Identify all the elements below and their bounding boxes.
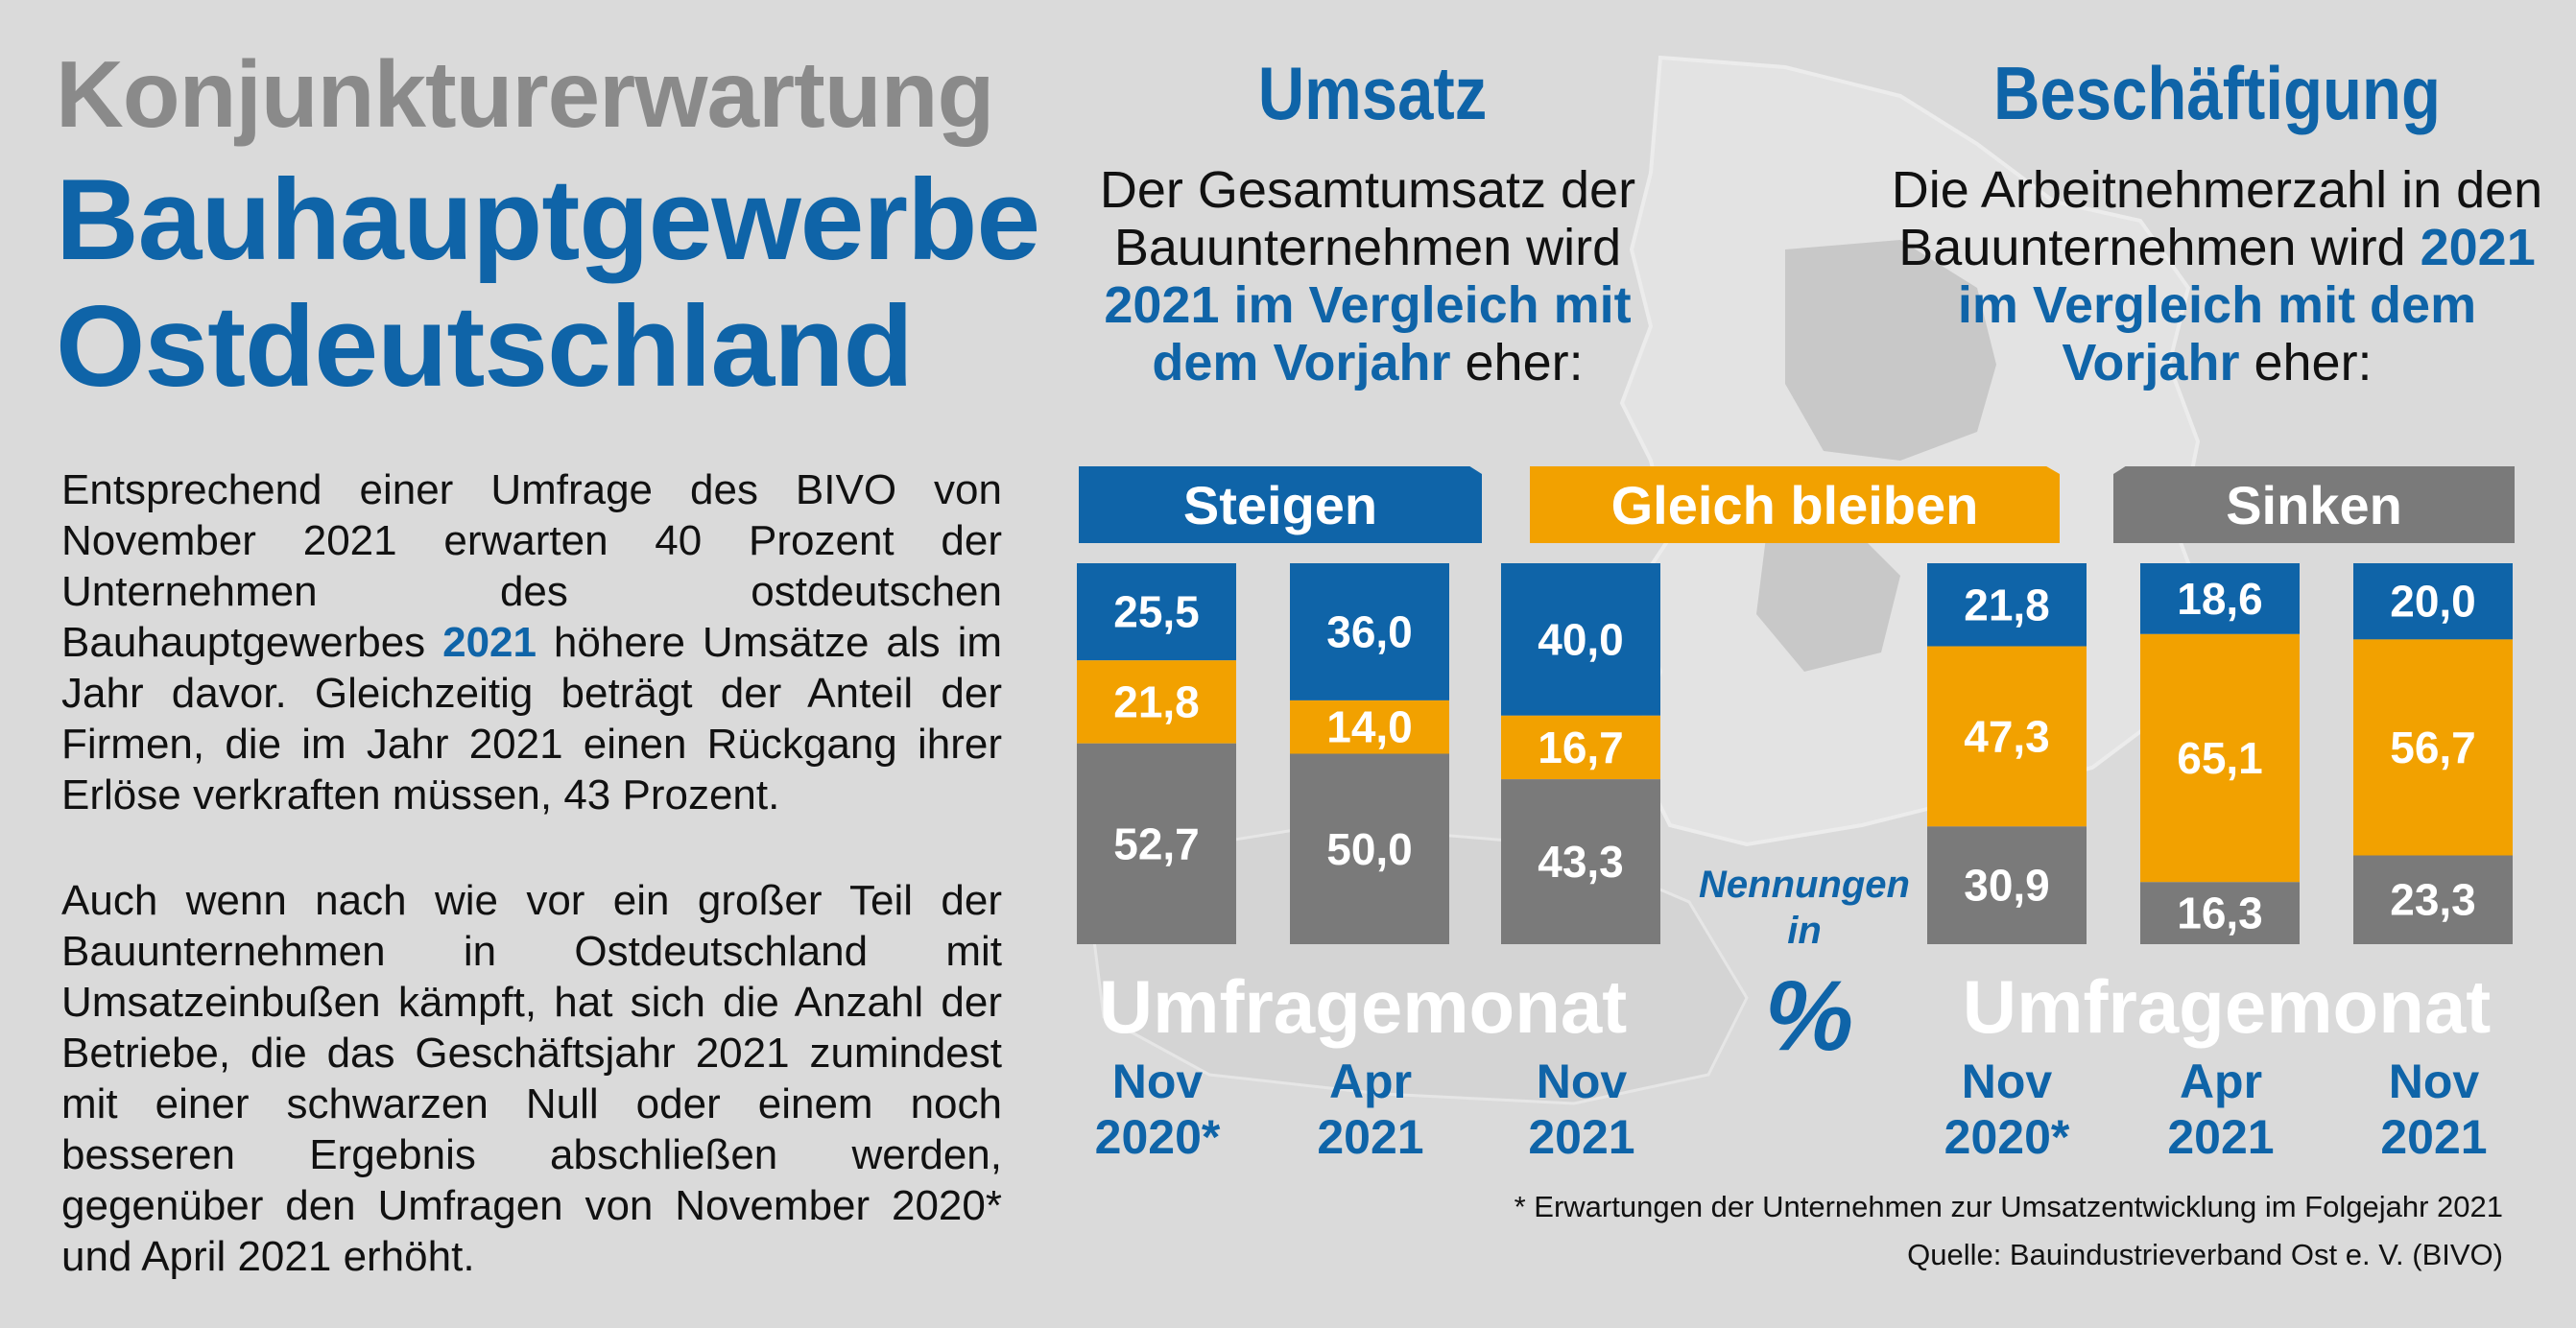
umsatz-value-label: 52,7 (1113, 818, 1200, 868)
beschaeftigung-bar-segment (2353, 563, 2513, 640)
beschaeftigung-value-label: 16,3 (2177, 889, 2263, 938)
umsatz-bar-segment (1501, 563, 1660, 716)
beschaeftigung-value-label: 23,3 (2390, 875, 2476, 925)
year-line: 2021 (1317, 1110, 1424, 1164)
beschaeftigung-heading: Beschäftigung (1993, 51, 2441, 135)
percent-sign: % (1764, 960, 1854, 1072)
legend-steigen: Steigen (1079, 466, 1482, 543)
umsatz-x-axis-title: Umfragemonat (1098, 964, 1628, 1049)
month-line: Nov (1111, 1055, 1204, 1108)
umsatz-month-label: Nov 2021 (1486, 1054, 1678, 1165)
umsatz-bar-segment (1290, 753, 1449, 944)
year-line: 2020* (1944, 1110, 2070, 1164)
umsatz-bar-segment (1077, 563, 1236, 661)
umsatz-bar-segment (1077, 660, 1236, 744)
para1-text-b: höhere Umsätze als im Jahr davor. Gleich… (61, 619, 1002, 818)
year-line: 2020* (1094, 1110, 1221, 1164)
beschaeftigung-value-label: 30,9 (1964, 861, 2050, 911)
besch-month-label: Apr 2021 (2125, 1054, 2317, 1165)
source-credit: Quelle: Bauindustrieverband Ost e. V. (B… (1907, 1238, 2503, 1271)
year-line: 2021 (2167, 1110, 2275, 1164)
legend-gleich-bleiben: Gleich bleiben (1530, 466, 2060, 543)
umsatz-value-label: 36,0 (1326, 606, 1413, 656)
umsatz-value-label: 40,0 (1538, 614, 1624, 664)
beschaeftigung-value-label: 65,1 (2177, 733, 2263, 783)
umsatz-intro-highlight: 2021 im Vergleich mit dem Vorjahr (1104, 276, 1632, 391)
umsatz-intro-text: Der Gesamtumsatz der Bauunternehmen wird (1099, 161, 1636, 276)
umsatz-month-label: Apr 2021 (1275, 1054, 1467, 1165)
legend-sinken: Sinken (2113, 466, 2515, 543)
month-line: Apr (1328, 1055, 1413, 1108)
beschaeftigung-bar-segment (2140, 882, 2300, 944)
legend-gleich-label: Gleich bleiben (1610, 474, 1979, 535)
beschaeftigung-value-label: 21,8 (1964, 580, 2050, 629)
beschaeftigung-value-label: 20,0 (2390, 577, 2476, 627)
umsatz-intro: Der Gesamtumsatz der Bauunternehmen wird… (1051, 161, 1684, 391)
footnote: * Erwartungen der Unternehmen zur Umsatz… (1514, 1190, 2503, 1223)
beschaeftigung-value-label: 47,3 (1964, 711, 2050, 761)
umsatz-bar-segment (1290, 563, 1449, 700)
umsatz-bar-segment (1501, 779, 1660, 944)
legend-sinken-label: Sinken (2226, 474, 2402, 535)
beschaeftigung-bar-segment (1927, 646, 2087, 827)
beschaeftigung-value-label: 56,7 (2390, 723, 2476, 772)
main-title-line-2: Ostdeutschland (56, 282, 914, 411)
body-paragraph-1: Entsprechend einer Umfrage des BIVO von … (61, 464, 1002, 820)
umsatz-value-label: 14,0 (1326, 702, 1413, 752)
body-paragraph-2: Auch wenn nach wie vor ein großer Teil d… (61, 877, 1002, 1280)
beschaeftigung-bar-segment (2353, 639, 2513, 856)
para1-highlight: 2021 (442, 619, 537, 666)
para1-text-a: Entsprechend einer Umfrage des BIVO von … (61, 466, 1002, 666)
month-line: Nov (1961, 1055, 2053, 1108)
beschaeftigung-intro: Die Arbeitnehmerzahl in den Bauunternehm… (1881, 161, 2553, 391)
besch-intro-highlight: 2021 im Vergleich mit dem Vorjahr (1957, 219, 2536, 391)
umsatz-intro-end: eher: (1450, 334, 1584, 391)
beschaeftigung-x-axis-title: Umfragemonat (1962, 964, 2492, 1049)
besch-month-label: Nov 2021 (2338, 1054, 2530, 1165)
umsatz-value-label: 21,8 (1113, 677, 1200, 727)
umsatz-value-label: 25,5 (1113, 587, 1200, 637)
besch-intro-end: eher: (2239, 334, 2373, 391)
year-line: 2021 (2380, 1110, 2488, 1164)
besch-month-label: Nov 2020* (1911, 1054, 2103, 1165)
beschaeftigung-bar-segment (2353, 855, 2513, 944)
umsatz-bar-segment (1077, 743, 1236, 944)
besch-intro-text: Die Arbeitnehmerzahl in den Bauunternehm… (1891, 161, 2543, 276)
beschaeftigung-bar-segment (1927, 563, 2087, 647)
unit-label: Nennungen in (1699, 864, 1910, 952)
month-line: Nov (1536, 1055, 1628, 1108)
beschaeftigung-bar-segment (2140, 563, 2300, 634)
umsatz-heading: Umsatz (1257, 51, 1488, 135)
umsatz-value-label: 16,7 (1538, 723, 1624, 772)
legend-steigen-label: Steigen (1182, 474, 1378, 535)
umsatz-bar-segment (1290, 700, 1449, 754)
month-line: Apr (2179, 1055, 2263, 1108)
beschaeftigung-bar-segment (2140, 633, 2300, 883)
umsatz-bar-segment (1501, 715, 1660, 780)
month-line: Nov (2388, 1055, 2480, 1108)
overline-title: Konjunkturerwartung (56, 41, 994, 147)
umsatz-value-label: 50,0 (1326, 824, 1413, 874)
year-line: 2021 (1528, 1110, 1635, 1164)
beschaeftigung-value-label: 18,6 (2177, 574, 2263, 624)
umsatz-value-label: 43,3 (1538, 837, 1624, 887)
main-title-line-1: Bauhauptgewerbe (56, 155, 1040, 284)
beschaeftigung-bar-segment (1927, 826, 2087, 944)
umsatz-month-label: Nov 2020* (1061, 1054, 1253, 1165)
